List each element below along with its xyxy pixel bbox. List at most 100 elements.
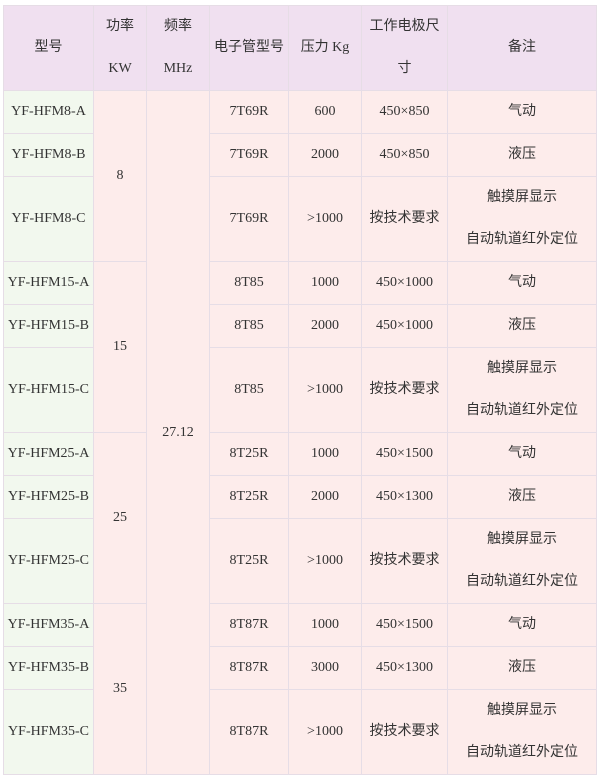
model-cell: YF-HFM35-A — [3, 603, 94, 647]
tube-cell: 8T25R — [209, 475, 289, 519]
pressure-cell: 1000 — [288, 603, 362, 647]
note-line: 液压 — [508, 318, 536, 333]
header-power-label: 功率 — [106, 19, 134, 34]
model-cell: YF-HFM25-B — [3, 475, 94, 519]
model-cell: YF-HFM25-C — [3, 518, 94, 604]
note-cell: 液压 — [447, 304, 597, 348]
tube-cell: 8T25R — [209, 518, 289, 604]
electrode-size-cell: 450×1500 — [361, 603, 448, 647]
pressure-cell: 2000 — [288, 133, 362, 177]
header-frequency: 频率 MHz — [146, 5, 210, 91]
pressure-cell: 600 — [288, 90, 362, 134]
note-line: 自动轨道红外定位 — [466, 403, 578, 418]
tube-cell: 8T85 — [209, 261, 289, 305]
tube-cell: 7T69R — [209, 133, 289, 177]
model-cell: YF-HFM15-C — [3, 347, 94, 433]
pressure-cell: 3000 — [288, 646, 362, 690]
note-cell: 液压 — [447, 475, 597, 519]
header-electrode-line1: 工作电极尺 — [369, 19, 440, 34]
model-cell: YF-HFM35-B — [3, 646, 94, 690]
note-line: 液压 — [508, 147, 536, 162]
note-cell: 液压 — [447, 133, 597, 177]
note-cell: 触摸屏显示自动轨道红外定位 — [447, 347, 597, 433]
note-line: 触摸屏显示 — [487, 532, 557, 547]
model-cell: YF-HFM8-A — [3, 90, 94, 134]
note-cell: 液压 — [447, 646, 597, 690]
note-line: 触摸屏显示 — [487, 361, 557, 376]
note-line: 触摸屏显示 — [487, 703, 557, 718]
tube-cell: 8T87R — [209, 689, 289, 775]
header-electrode-line2: 寸 — [397, 61, 412, 76]
pressure-cell: >1000 — [288, 176, 362, 262]
power-cell: 35 — [93, 603, 147, 775]
tube-cell: 8T85 — [209, 347, 289, 433]
header-row: 型号 功率 KW 频率 MHz 电子管型号 压力 Kg 工作电极尺寸 备注 — [3, 5, 597, 91]
note-cell: 触摸屏显示 自动轨道红外定位 — [447, 518, 597, 604]
electrode-size-cell: 450×850 — [361, 133, 448, 177]
tube-cell: 8T87R — [209, 603, 289, 647]
spec-table: 型号 功率 KW 频率 MHz 电子管型号 压力 Kg 工作电极尺寸 备注 YF-H… — [3, 5, 597, 775]
electrode-size-cell: 按技术要求 — [361, 518, 448, 604]
note-line: 气动 — [508, 275, 536, 290]
tube-cell: 8T25R — [209, 432, 289, 476]
note-cell: 气动 — [447, 90, 597, 134]
note-line: 触摸屏显示 — [487, 190, 557, 205]
note-cell: 气动 — [447, 261, 597, 305]
tube-cell: 8T87R — [209, 646, 289, 690]
note-cell: 触摸屏显示自动轨道红外定位 — [447, 176, 597, 262]
header-model: 型号 — [3, 5, 94, 91]
table-row: YF-HFM15-A 15 8T85 1000 450×1000 气动 — [3, 261, 597, 433]
note-line: 气动 — [508, 104, 536, 119]
note-line: 自动轨道红外定位 — [466, 232, 578, 247]
note-line: 气动 — [508, 446, 536, 461]
model-cell: YF-HFM35-C — [3, 689, 94, 775]
pressure-cell: 1000 — [288, 432, 362, 476]
header-note: 备注 — [447, 5, 597, 91]
header-freq-label: 频率 — [164, 19, 192, 34]
electrode-size-cell: 按技术要求 — [361, 689, 448, 775]
electrode-size-cell: 450×1500 — [361, 432, 448, 476]
model-cell: YF-HFM8-B — [3, 133, 94, 177]
note-cell: 气动 — [447, 603, 597, 647]
power-cell: 8 — [93, 90, 147, 262]
pressure-cell: 2000 — [288, 304, 362, 348]
tube-cell: 8T85 — [209, 304, 289, 348]
electrode-size-cell: 按技术要求 — [361, 347, 448, 433]
table-row: YF-HFM8-B 7T69R 2000 450×850 液压 — [3, 133, 597, 177]
electrode-size-cell: 450×1000 — [361, 261, 448, 305]
table-row: YF-HFM25-B 8T25R 2000 450×1300 液压 — [3, 475, 597, 519]
header-electrode: 工作电极尺寸 — [361, 5, 448, 91]
table-row: YF-HFM8-A 8 27.12 7T69R 600 450×850 气动 — [3, 90, 597, 775]
electrode-size-cell: 450×1300 — [361, 475, 448, 519]
model-cell: YF-HFM25-A — [3, 432, 94, 476]
table-row: YF-HFM35-B 8T87R 3000 450×1300 液压 — [3, 646, 597, 690]
electrode-size-cell: 450×1000 — [361, 304, 448, 348]
frequency-cell: 27.12 — [146, 90, 210, 775]
header-tube: 电子管型号 — [209, 5, 289, 91]
model-cell: YF-HFM8-C — [3, 176, 94, 262]
table-row: YF-HFM15-B 8T85 2000 450×1000 液压 — [3, 304, 597, 348]
table-row: YF-HFM25-C 8T25R >1000 按技术要求 触摸屏显示 自动轨道红外定位 — [3, 518, 597, 604]
power-cell: 25 — [93, 432, 147, 604]
pressure-cell: >1000 — [288, 689, 362, 775]
electrode-size-cell: 450×1300 — [361, 646, 448, 690]
tube-cell: 7T69R — [209, 90, 289, 134]
electrode-size-cell: 450×850 — [361, 90, 448, 134]
header-pressure: 压力 Kg — [288, 5, 362, 91]
pressure-cell: 2000 — [288, 475, 362, 519]
note-cell: 触摸屏显示自动轨道红外定位 — [447, 689, 597, 775]
header-freq-unit: MHz — [163, 61, 193, 76]
header-power-unit: KW — [108, 61, 132, 76]
model-cell: YF-HFM15-A — [3, 261, 94, 305]
pressure-cell: >1000 — [288, 518, 362, 604]
electrode-size-cell: 按技术要求 — [361, 176, 448, 262]
table-row: YF-HFM15-C 8T85 >1000 按技术要求 触摸屏显示 自动轨道红外定位 — [3, 347, 597, 433]
tube-cell: 7T69R — [209, 176, 289, 262]
header-power: 功率 KW — [93, 5, 147, 91]
table-row: YF-HFM35-A 35 8T87R 1000 450×1500 气动 — [3, 603, 597, 775]
note-line: 自动轨道红外定位 — [466, 745, 578, 760]
note-cell: 气动 — [447, 432, 597, 476]
note-line: 液压 — [508, 489, 536, 504]
model-cell: YF-HFM15-B — [3, 304, 94, 348]
pressure-cell: >1000 — [288, 347, 362, 433]
